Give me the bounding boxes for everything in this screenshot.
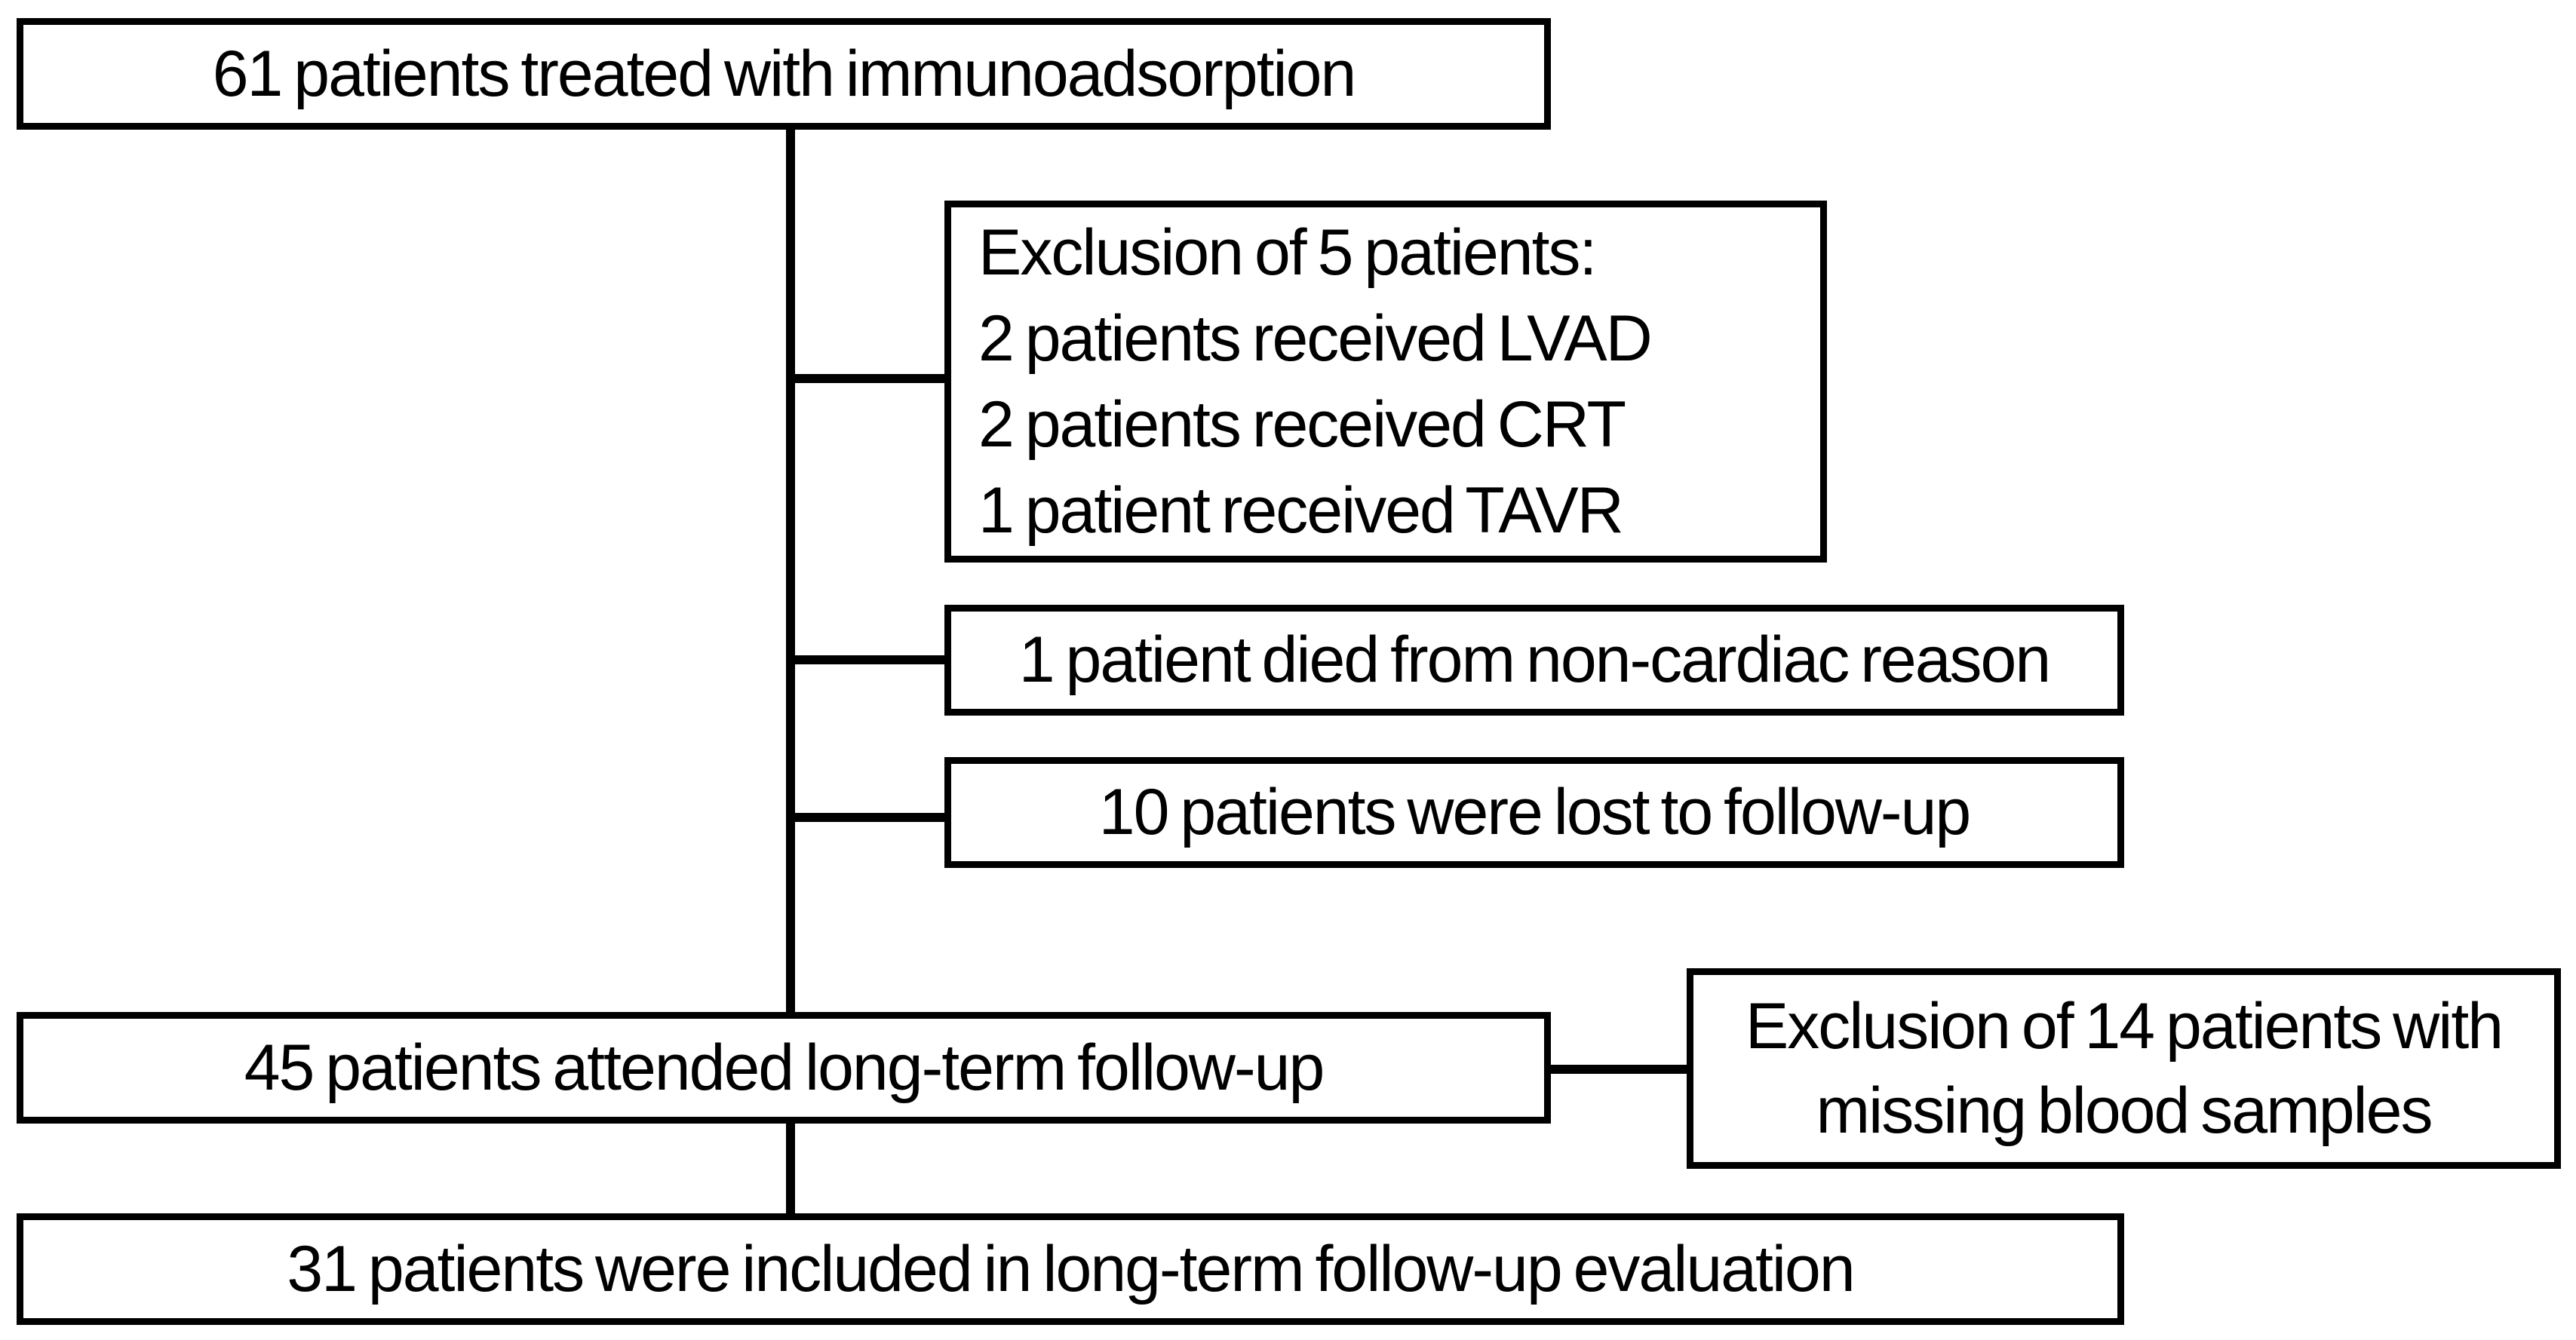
node-included-31-label: 31 patients were included in long-term f… xyxy=(287,1232,1855,1305)
connector-trunk-lower xyxy=(786,1124,795,1215)
node-exclusion-5-line1: Exclusion of 5 patients: xyxy=(978,216,1597,289)
node-exclusion-14: Exclusion of 14 patients with missing bl… xyxy=(1687,968,2561,1169)
node-lost-followup-label: 10 patients were lost to follow-up xyxy=(1098,776,1971,849)
node-exclusion-5: Exclusion of 5 patients: 2 patients rece… xyxy=(944,201,1827,563)
connector-exclusion5 xyxy=(791,374,944,383)
node-died-noncardiac: 1 patient died from non-cardiac reason xyxy=(944,605,2124,716)
node-lost-followup: 10 patients were lost to follow-up xyxy=(944,757,2124,868)
connector-died xyxy=(791,655,944,664)
node-treated-61-label: 61 patients treated with immunoadsorptio… xyxy=(212,37,1357,110)
node-included-31: 31 patients were included in long-term f… xyxy=(17,1213,2124,1325)
node-died-noncardiac-label: 1 patient died from non-cardiac reason xyxy=(1018,624,2051,697)
connector-lost xyxy=(791,813,944,822)
node-exclusion-14-line1: Exclusion of 14 patients with xyxy=(1745,990,2504,1062)
node-attended-45-label: 45 patients attended long-term follow-up xyxy=(244,1031,1325,1104)
node-attended-45: 45 patients attended long-term follow-up xyxy=(17,1012,1551,1124)
node-treated-61: 61 patients treated with immunoadsorptio… xyxy=(17,18,1551,130)
connector-trunk-upper xyxy=(786,128,795,1018)
connector-exclusion14 xyxy=(1551,1065,1687,1074)
node-exclusion-14-line2: missing blood samples xyxy=(1816,1075,2433,1147)
node-exclusion-5-line4: 1 patient received TAVR xyxy=(978,474,1624,547)
node-exclusion-5-line2: 2 patients received LVAD xyxy=(978,302,1653,375)
node-exclusion-5-line3: 2 patients received CRT xyxy=(978,388,1626,461)
